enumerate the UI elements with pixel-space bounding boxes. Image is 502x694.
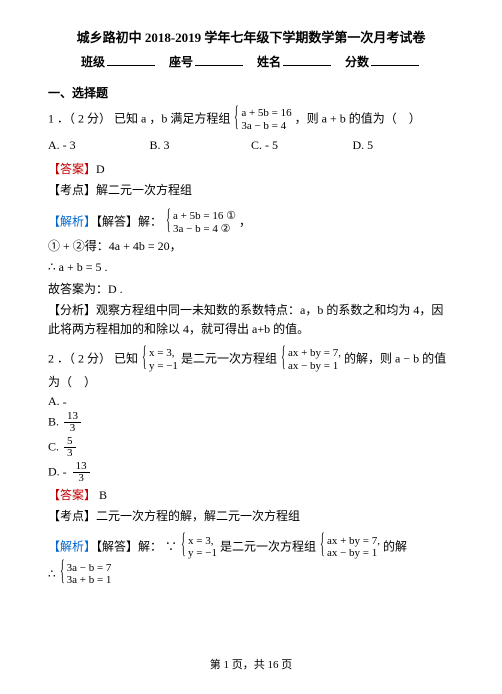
q1-jiexi: 【解析】【解答】解： a + 5b = 16 ① 3a − b = 4 ② ， xyxy=(48,210,454,235)
q1-opt-d[interactable]: D. 5 xyxy=(353,136,455,155)
answer-label: 【答案】 xyxy=(48,162,96,176)
seat-label: 座号 xyxy=(169,55,193,69)
q1-stem: 1 ．（ 2 分） 已知 a ，b 满足方程组 a + 5b = 16 3a −… xyxy=(48,107,454,132)
q2-sol-bot: y = −1 xyxy=(149,360,178,373)
q2-opt-c[interactable]: C. 5 3 xyxy=(48,436,454,459)
page-footer: 第 1 页，共 16 页 xyxy=(0,656,502,672)
q2-stem: 2 ．（ 2 分） 已知 x = 3, y = −1 是二元一次方程组 ax +… xyxy=(48,347,454,391)
q1-fenxi-text: 观察方程组中同一未知数的系数特点：a，b 的系数之和均为 4，因此将两方程相加的… xyxy=(48,303,443,336)
q2-res-bot: 3a + b = 1 xyxy=(67,574,112,587)
q2-d-den: 3 xyxy=(73,473,90,484)
q2-stem-a: 2 ．（ 2 分） 已知 xyxy=(48,352,138,366)
q2-b-den: 3 xyxy=(64,423,81,434)
name-label: 姓名 xyxy=(257,55,281,69)
q2-solution: x = 3, y = −1 xyxy=(141,347,178,372)
q1-stem-a: 1 ．（ 2 分） 已知 a ，b 满足方程组 xyxy=(48,112,230,126)
q2-kaodian: 【考点】二元一次方程的解，解二元一次方程组 xyxy=(48,507,454,526)
q1-stem-b: ，则 a + b 的值为（ ） xyxy=(295,112,421,126)
q2-kaodian-text: 二元一次方程的解，解二元一次方程组 xyxy=(96,509,300,523)
q2-opt-a[interactable]: A. - xyxy=(48,394,454,409)
q2-result-system: 3a − b = 7 3a + b = 1 xyxy=(59,562,112,587)
answer-label: 【答案】 xyxy=(48,488,96,502)
q2-solution-2: x = 3, y = −1 xyxy=(180,535,217,560)
q2-sol-top: x = 3, xyxy=(149,347,178,360)
jiexi-label: 【解析】 xyxy=(48,539,96,553)
q2-result: ∴ 3a − b = 7 3a + b = 1 xyxy=(48,562,454,587)
section-heading: 一、选择题 xyxy=(48,84,454,103)
q2-opt-d-label: D. xyxy=(48,464,60,478)
jiexi-label: 【解析】 xyxy=(48,214,96,228)
q1-step2: ∴ a + b = 5 . xyxy=(48,258,454,277)
q1-step1: ① + ②得：4a + 4b = 20， xyxy=(48,237,454,256)
q2-opt-b[interactable]: B. 13 3 xyxy=(48,411,454,434)
q2-sys-top: ax + by = 7, xyxy=(288,347,341,360)
q1-system-2: a + 5b = 16 ① 3a − b = 4 ② xyxy=(165,210,236,235)
q1-kaodian: 【考点】解二元一次方程组 xyxy=(48,181,454,200)
q2-answer-value: B xyxy=(96,488,107,502)
q1-opt-a[interactable]: A. - 3 xyxy=(48,136,150,155)
score-label: 分数 xyxy=(345,55,369,69)
class-label: 班级 xyxy=(81,55,105,69)
q2-jiexi: 【解析】【解答】解： ∵ x = 3, y = −1 是二元一次方程组 ax +… xyxy=(48,535,454,560)
fraction-icon: 5 3 xyxy=(64,436,76,459)
q1-system: a + 5b = 16 3a − b = 4 xyxy=(233,107,291,132)
q2-sys-bot: ax − by = 1 xyxy=(288,360,341,373)
q1-fenxi: 【分析】观察方程组中同一未知数的系数特点：a，b 的系数之和均为 4，因此将两方… xyxy=(48,301,454,339)
q1-eq-top: a + 5b = 16 xyxy=(241,107,291,120)
q1-answer: 【答案】D xyxy=(48,160,454,179)
q2-sol2-top: x = 3, xyxy=(188,535,217,548)
q2-res-top: 3a − b = 7 xyxy=(67,562,112,575)
kaodian-label: 【考点】 xyxy=(48,509,96,523)
jieda-label: 【解答】解： xyxy=(96,214,162,228)
fraction-icon: 13 3 xyxy=(64,411,81,434)
q2-sys2-top: ax + by = 7, xyxy=(327,535,380,548)
q2-sys2-bot: ax − by = 1 xyxy=(327,547,380,560)
seat-blank[interactable] xyxy=(195,53,243,66)
q1-eq2-top: a + 5b = 16 ① xyxy=(173,210,236,223)
jieda-label: 【解答】解： ∵ xyxy=(96,539,177,553)
q2-c-den: 3 xyxy=(64,448,76,459)
class-blank[interactable] xyxy=(107,53,155,66)
q1-opt-c[interactable]: C. - 5 xyxy=(251,136,353,155)
q1-comma: ， xyxy=(239,214,251,228)
exam-title: 城乡路初中 2018-2019 学年七年级下学期数学第一次月考试卷 xyxy=(48,28,454,49)
q2-system-2: ax + by = 7, ax − by = 1 xyxy=(319,535,380,560)
q2-jieda-b: 是二元一次方程组 xyxy=(220,539,316,553)
q2-opt-a-label: A. xyxy=(48,394,60,408)
q1-final: 故答案为：D . xyxy=(48,280,454,299)
q1-opt-b[interactable]: B. 3 xyxy=(150,136,252,155)
score-blank[interactable] xyxy=(371,53,419,66)
q1-eq-bot: 3a − b = 4 xyxy=(241,120,291,133)
q2-opt-c-label: C. xyxy=(48,439,59,453)
therefore: ∴ xyxy=(48,565,56,584)
kaodian-label: 【考点】 xyxy=(48,183,96,197)
fenxi-label: 【分析】 xyxy=(48,303,96,317)
q1-options: A. - 3 B. 3 C. - 5 D. 5 xyxy=(48,136,454,155)
q2-jieda-c: 的解 xyxy=(383,539,407,553)
info-line: 班级 座号 姓名 分数 xyxy=(48,53,454,72)
fraction-icon: 13 3 xyxy=(73,461,90,484)
q2-stem-b: 是二元一次方程组 xyxy=(181,352,277,366)
q2-sol2-bot: y = −1 xyxy=(188,547,217,560)
q2-options: A. - B. 13 3 C. 5 3 D. - 13 3 xyxy=(48,394,454,484)
q1-answer-value: D xyxy=(96,162,105,176)
q2-system: ax + by = 7, ax − by = 1 xyxy=(280,347,341,372)
q1-kaodian-text: 解二元一次方程组 xyxy=(96,183,192,197)
q2-opt-d[interactable]: D. - 13 3 xyxy=(48,461,454,484)
q1-eq2-bot: 3a − b = 4 ② xyxy=(173,223,236,236)
name-blank[interactable] xyxy=(283,53,331,66)
q2-answer: 【答案】 B xyxy=(48,486,454,505)
q2-opt-b-label: B. xyxy=(48,414,59,428)
